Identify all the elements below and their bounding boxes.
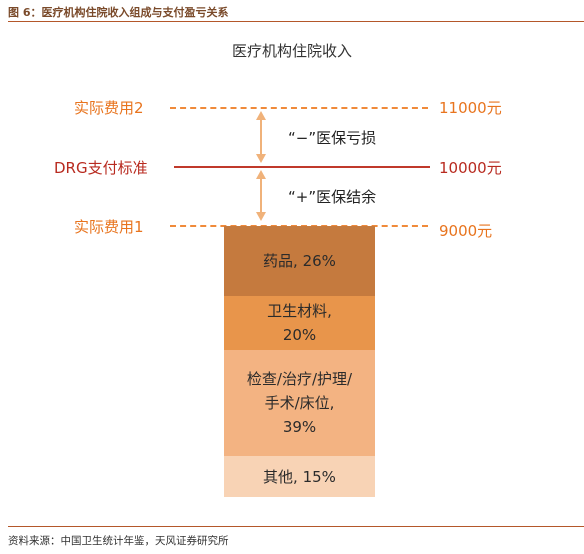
loss-note: “−”医保亏损 (288, 129, 377, 147)
segment-label: 卫生材料, (267, 302, 332, 320)
surplus-arrow-head-up (256, 170, 266, 179)
actual2-value: 11000元 (439, 99, 502, 117)
loss-arrow-head-down (256, 154, 266, 163)
actual1-label: 实际费用1 (74, 218, 144, 236)
drg-value: 10000元 (439, 159, 502, 177)
actual2-label: 实际费用2 (74, 99, 144, 117)
segment-label: 检查/治疗/护理/ (246, 370, 353, 388)
segment-materials: 卫生材料, 20% (224, 296, 375, 350)
drg-label: DRG支付标准 (54, 159, 148, 177)
actual1-value: 9000元 (439, 222, 493, 240)
segment-label: 其他, 15% (263, 467, 336, 486)
segment-label: 手术/床位, (264, 394, 335, 412)
source-note: 资料来源：中国卫生统计年鉴，天风证券研究所 (8, 535, 229, 547)
top-divider (8, 21, 584, 22)
drg-solid-line (174, 166, 430, 168)
segment-drugs: 药品, 26% (224, 226, 375, 296)
segment-services: 检查/治疗/护理/手术/床位, 39% (224, 350, 375, 456)
bottom-divider (8, 526, 584, 527)
segment-label: 20% (282, 326, 317, 344)
chart-title: 医疗机构住院收入 (231, 42, 352, 60)
figure-title: 图 6：医疗机构住院收入组成与支付盈亏关系 (8, 6, 229, 19)
segment-label: 39% (282, 418, 317, 436)
loss-arrow-head-up (256, 111, 266, 120)
surplus-arrow-head-down (256, 212, 266, 221)
segment-label: 药品, 26% (263, 252, 336, 270)
surplus-note: “+”医保结余 (288, 188, 377, 206)
actual2-dashed-line (170, 107, 428, 109)
segment-other: 其他, 15% (224, 456, 375, 497)
